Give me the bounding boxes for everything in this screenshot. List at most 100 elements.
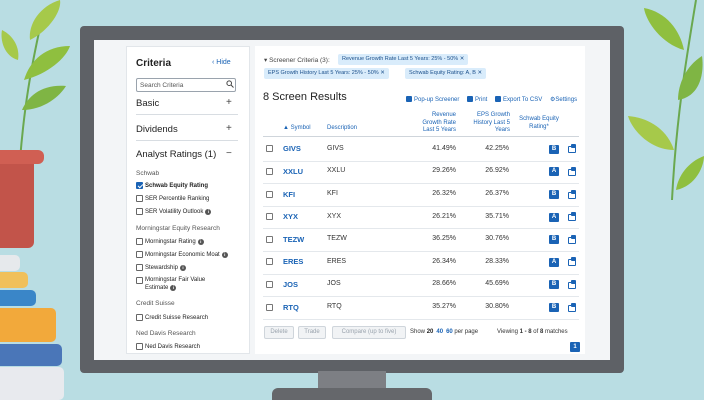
info-icon[interactable]: i: [197, 239, 204, 245]
rating-badge[interactable]: B: [549, 190, 559, 199]
print-link[interactable]: Print: [467, 96, 487, 103]
checkbox-ned-davis-research[interactable]: [136, 343, 143, 350]
screener-criteria-toggle[interactable]: ▾ Screener Criteria (3):: [264, 57, 330, 64]
per-page-option-60[interactable]: 60: [446, 329, 453, 335]
row-checkbox[interactable]: [266, 167, 273, 175]
settings-link[interactable]: ⚙Settings: [550, 96, 577, 103]
compare-button[interactable]: Compare (up to five): [332, 326, 406, 339]
rating-badge[interactable]: B: [549, 235, 559, 245]
section-dividends[interactable]: Dividends: [136, 124, 178, 135]
row-description: KFI: [327, 190, 338, 197]
checkbox-credit-suisse-research[interactable]: [136, 314, 143, 321]
expand-dividends-icon[interactable]: +: [226, 123, 232, 134]
row-symbol-link[interactable]: XXLU: [283, 166, 304, 176]
info-icon[interactable]: i: [170, 285, 177, 291]
row-eps-growth: 26.37%: [485, 190, 509, 197]
report-icon[interactable]: [568, 257, 576, 267]
row-checkbox[interactable]: [266, 190, 273, 198]
row-checkbox[interactable]: [266, 280, 273, 288]
criteria-chip-eps-growth[interactable]: EPS Growth History Last 5 Years: 25% - 5…: [264, 68, 389, 79]
row-symbol-link[interactable]: TEZW: [283, 234, 305, 244]
search-icon[interactable]: [226, 80, 234, 90]
hide-label: Hide: [216, 59, 231, 66]
checkbox-label-row: Morningstar Rating i: [145, 238, 204, 246]
row-description: XYX: [327, 212, 342, 220]
row-revenue-growth: 26.34%: [432, 257, 456, 265]
row-symbol-link[interactable]: JOS: [283, 279, 299, 289]
collapse-analyst-ratings-icon[interactable]: −: [226, 148, 232, 159]
rating-badge[interactable]: A: [549, 212, 559, 222]
checkbox-morningstar-fair-value[interactable]: [136, 277, 143, 284]
info-icon[interactable]: i: [205, 209, 212, 215]
row-checkbox[interactable]: [266, 145, 273, 153]
row-divider: [263, 183, 579, 185]
row-revenue-growth: 41.49%: [432, 144, 456, 152]
rating-badge[interactable]: B: [549, 144, 559, 154]
criteria-chip-schwab-rating[interactable]: Schwab Equity Rating: A, B ✕: [405, 68, 487, 79]
checkbox-morningstar-rating[interactable]: [136, 238, 143, 245]
column-header-schwab-rating[interactable]: Schwab Equity Rating*: [514, 116, 564, 131]
row-symbol-link[interactable]: ERES: [283, 257, 304, 267]
checkbox-ser-volatility-outlook[interactable]: [136, 208, 143, 215]
info-icon[interactable]: i: [221, 252, 228, 258]
trade-button[interactable]: Trade: [298, 326, 326, 339]
column-header-symbol[interactable]: ▲ Symbol: [283, 125, 311, 131]
report-icon[interactable]: [568, 279, 576, 289]
tool-label: Export To CSV: [503, 97, 543, 103]
per-page-option-20[interactable]: 20: [426, 329, 434, 335]
expand-basic-icon[interactable]: +: [226, 97, 232, 108]
row-description: JOS: [327, 280, 341, 288]
row-checkbox[interactable]: [266, 213, 273, 221]
results-panel: [255, 46, 585, 354]
report-icon[interactable]: [568, 189, 576, 199]
popup-icon: [406, 96, 412, 102]
report-icon[interactable]: [568, 144, 576, 154]
report-icon[interactable]: [568, 166, 576, 176]
row-symbol-link[interactable]: RTQ: [283, 302, 299, 312]
section-divider: [136, 114, 238, 115]
column-header-description[interactable]: Description: [327, 125, 358, 131]
per-page-suffix: per page: [454, 329, 479, 335]
hide-criteria-link[interactable]: ‹ Hide: [212, 59, 231, 66]
header-line: Schwab Equity: [519, 116, 559, 122]
rating-badge[interactable]: A: [549, 257, 559, 267]
search-criteria-input[interactable]: Search Criteria: [136, 78, 236, 92]
row-symbol-link[interactable]: KFI: [283, 189, 296, 199]
report-icon[interactable]: [568, 234, 576, 244]
info-icon[interactable]: i: [180, 265, 187, 271]
checkbox-label-row: Stewardship i: [145, 264, 187, 272]
checkbox-label: Schwab Equity Rating: [145, 183, 209, 189]
row-checkbox[interactable]: [266, 235, 273, 243]
export-csv-link[interactable]: Export To CSV: [495, 96, 542, 103]
rating-badge[interactable]: A: [549, 167, 559, 177]
rating-badge[interactable]: B: [549, 303, 559, 312]
checkbox-label: SER Volatility Outlook: [145, 209, 204, 215]
checkbox-label: Ned Davis Research: [145, 344, 201, 350]
column-header-eps-growth[interactable]: EPS Growth History Last 5 Years: [460, 112, 510, 135]
row-revenue-growth: 29.26%: [432, 167, 456, 175]
section-basic[interactable]: Basic: [136, 98, 160, 109]
column-header-revenue-growth[interactable]: Revenue Growth Rate Last 5 Years: [404, 112, 456, 135]
row-checkbox[interactable]: [266, 303, 273, 311]
report-icon[interactable]: [568, 302, 576, 312]
section-analyst-ratings[interactable]: Analyst Ratings (1): [136, 149, 217, 160]
checkbox-label: Stewardship: [145, 265, 179, 271]
delete-button[interactable]: Delete: [264, 326, 294, 339]
report-icon[interactable]: [568, 212, 576, 222]
rating-badge[interactable]: B: [549, 280, 559, 290]
checkbox-stewardship[interactable]: [136, 264, 143, 271]
row-symbol-link[interactable]: GIVS: [283, 144, 301, 154]
checkbox-morningstar-economic-moat[interactable]: [136, 251, 143, 258]
row-eps-growth: 26.92%: [485, 167, 509, 175]
table-header-divider: [263, 136, 579, 137]
popup-screener-link[interactable]: Pop-up Screener: [406, 96, 459, 103]
checkbox-label: SER Percentile Ranking: [145, 196, 210, 202]
row-checkbox[interactable]: [266, 258, 273, 266]
per-page-option-40[interactable]: 40: [436, 329, 444, 335]
page-1-button[interactable]: 1: [570, 342, 580, 352]
checkbox-schwab-equity-rating[interactable]: [136, 182, 143, 189]
row-symbol-link[interactable]: XYX: [283, 212, 299, 222]
checkbox-ser-percentile-ranking[interactable]: [136, 195, 143, 202]
group-label-ned-davis: Ned Davis Research: [136, 330, 196, 337]
criteria-chip-revenue-growth[interactable]: Revenue Growth Rate Last 5 Years: 25% - …: [338, 54, 469, 65]
